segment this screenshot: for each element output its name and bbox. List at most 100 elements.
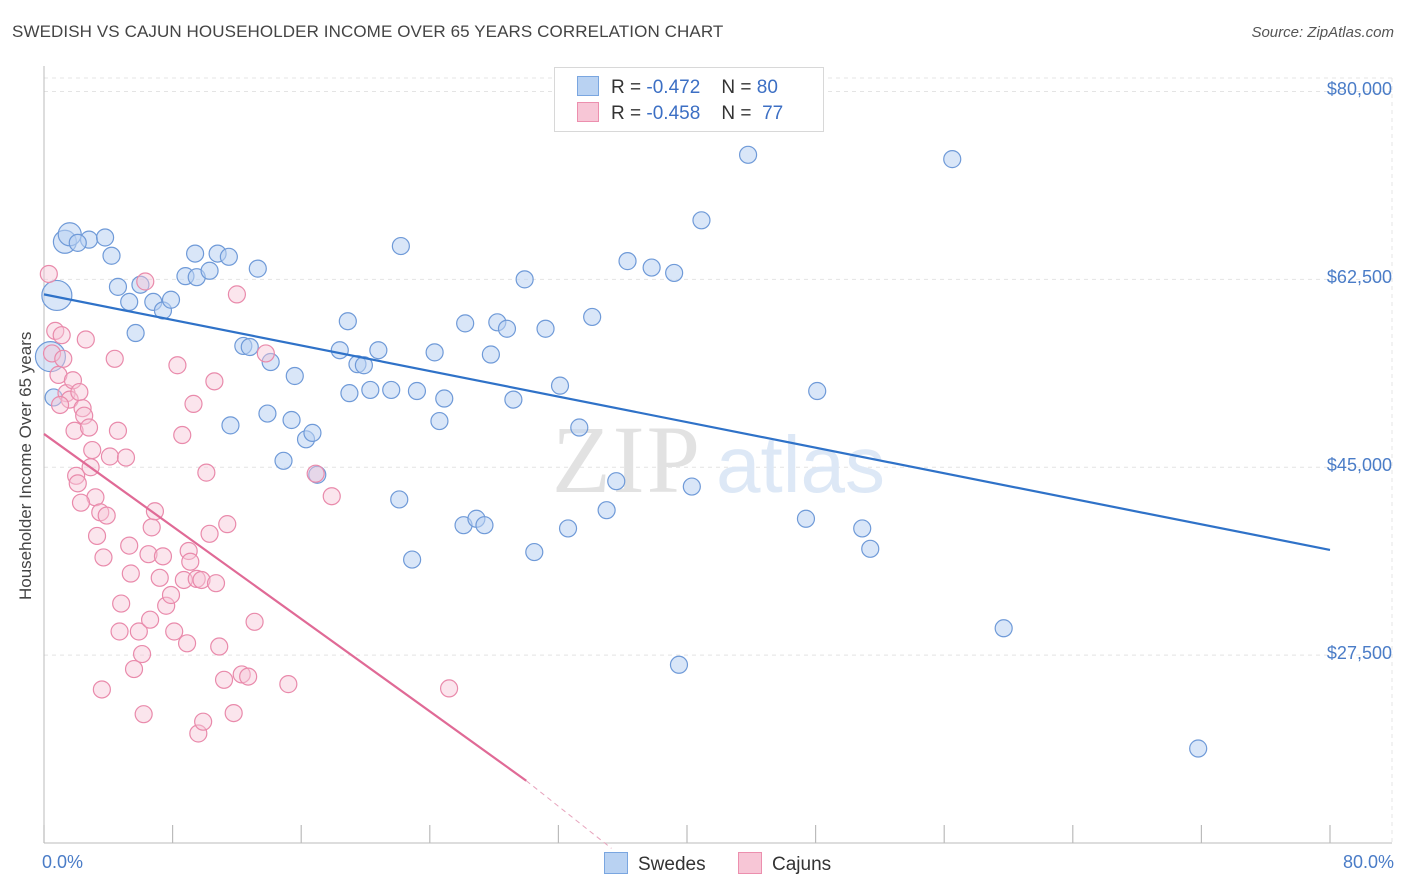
cajuns-point-71 (110, 622, 129, 641)
cajuns-point-58 (210, 637, 229, 656)
swedes-point-35 (354, 356, 373, 375)
swedes-point-23 (258, 404, 277, 423)
swedes-point-50 (481, 345, 500, 364)
cajuns-point-60 (218, 515, 237, 534)
swedes-point-29 (303, 423, 322, 442)
swedes-point-58 (558, 519, 578, 538)
swedes-point-69 (738, 145, 758, 164)
cajuns-point-52 (189, 724, 208, 743)
cajuns-point-35 (139, 545, 158, 564)
cajuns-point-59 (214, 670, 234, 689)
swedes-point-64 (642, 258, 661, 277)
trend-lines (43, 293, 1331, 849)
cajuns-point-45 (173, 425, 192, 445)
legend-item-cajuns[interactable]: Cajuns (738, 852, 831, 876)
swedes-point-19 (221, 416, 240, 435)
cajuns-point-9 (65, 421, 84, 440)
legend-cajuns-label: Cajuns (772, 854, 832, 875)
cajuns-point-13 (73, 399, 92, 418)
cajuns-point-41 (157, 596, 176, 615)
cajuns-point-47 (177, 634, 197, 653)
cajuns-point-4 (52, 326, 71, 345)
swedes-point-38 (382, 380, 401, 400)
cajuns-point-70 (439, 679, 459, 698)
swedes-point-47 (456, 314, 475, 333)
legend-cajuns-swatch (738, 852, 762, 874)
cajuns-point-8 (63, 371, 83, 390)
cajuns-point-76 (50, 395, 70, 415)
swedes-point-5 (102, 246, 121, 265)
y-axis-label: Householder Income Over 65 years (16, 331, 35, 600)
cajuns-point-54 (197, 463, 216, 482)
data-points (34, 145, 1208, 758)
swedes-point-16 (200, 261, 219, 280)
cajuns-point-66 (256, 344, 275, 363)
legend-swedes-label: Swedes (638, 854, 706, 875)
cajuns-point-31 (124, 659, 144, 679)
series-cajuns (39, 264, 459, 743)
swedes-point-79 (68, 233, 87, 252)
swedes-point-74 (943, 150, 962, 169)
legend-swedes-swatch (604, 852, 628, 874)
swedes-point-73 (861, 539, 880, 558)
cajuns-n-value: 77 (762, 103, 784, 124)
cajuns-point-57 (206, 574, 226, 593)
cajuns-point-34 (136, 272, 155, 291)
swedes-swatch (577, 76, 599, 96)
swedes-point-61 (597, 501, 616, 520)
cajuns-point-62 (227, 285, 246, 304)
cajuns-trend-extension (525, 780, 612, 849)
cajuns-point-44 (168, 356, 187, 375)
cajuns-point-37 (142, 518, 161, 537)
cajuns-point-1 (42, 344, 62, 363)
cajuns-point-50 (184, 394, 203, 413)
cajuns-point-69 (322, 487, 341, 506)
cajuns-point-39 (150, 568, 169, 587)
cajuns-point-53 (192, 570, 211, 590)
swedes-point-37 (369, 341, 388, 360)
cajuns-point-73 (194, 712, 213, 731)
swedes-point-59 (570, 418, 589, 437)
swedes-point-65 (665, 263, 684, 283)
swedes-point-24 (261, 352, 280, 372)
swedes-point-8 (126, 323, 145, 343)
y-tick-label-2: $62,500 (1326, 267, 1392, 288)
swedes-point-75 (994, 619, 1013, 638)
cajuns-point-61 (224, 703, 243, 723)
cajuns-point-40 (153, 547, 173, 566)
swedes-point-45 (435, 389, 454, 408)
cajuns-point-65 (245, 612, 264, 631)
watermark-atlas: atlas (716, 420, 885, 509)
swedes-point-32 (338, 312, 357, 331)
swedes-point-6 (108, 277, 128, 296)
swedes-point-7 (120, 292, 139, 311)
cajuns-point-10 (67, 466, 86, 485)
swedes-point-52 (497, 319, 517, 338)
swedes-point-26 (282, 410, 301, 430)
cajuns-point-55 (200, 524, 219, 543)
source-label: Source: ZipAtlas.com (1251, 24, 1394, 41)
cajuns-point-30 (121, 564, 140, 583)
cajuns-point-29 (120, 536, 139, 555)
swedes-point-21 (240, 337, 259, 357)
x-tick-max: 80.0% (1342, 852, 1394, 872)
chart-title: SWEDISH VS CAJUN HOUSEHOLDER INCOME OVER… (12, 22, 724, 41)
swedes-point-40 (391, 236, 410, 256)
legend-item-swedes[interactable]: Swedes (604, 852, 706, 876)
swedes-point-36 (361, 380, 380, 400)
swedes-point-12 (161, 290, 181, 309)
swedes-point-54 (515, 270, 534, 289)
cajuns-point-0 (39, 264, 58, 284)
cajuns-point-33 (132, 644, 152, 664)
swedes-point-57 (550, 376, 570, 395)
series-swedes (34, 145, 1208, 758)
swedes-r-value: -0.472 (646, 77, 701, 98)
swedes-point-67 (692, 211, 711, 230)
cajuns-point-5 (54, 349, 73, 368)
swedes-point-31 (330, 341, 349, 360)
swedes-point-18 (219, 247, 238, 266)
cajuns-point-26 (108, 421, 128, 440)
cajuns-point-22 (94, 548, 113, 567)
swedes-point-41 (403, 550, 422, 569)
swedes-point-72 (853, 519, 872, 538)
